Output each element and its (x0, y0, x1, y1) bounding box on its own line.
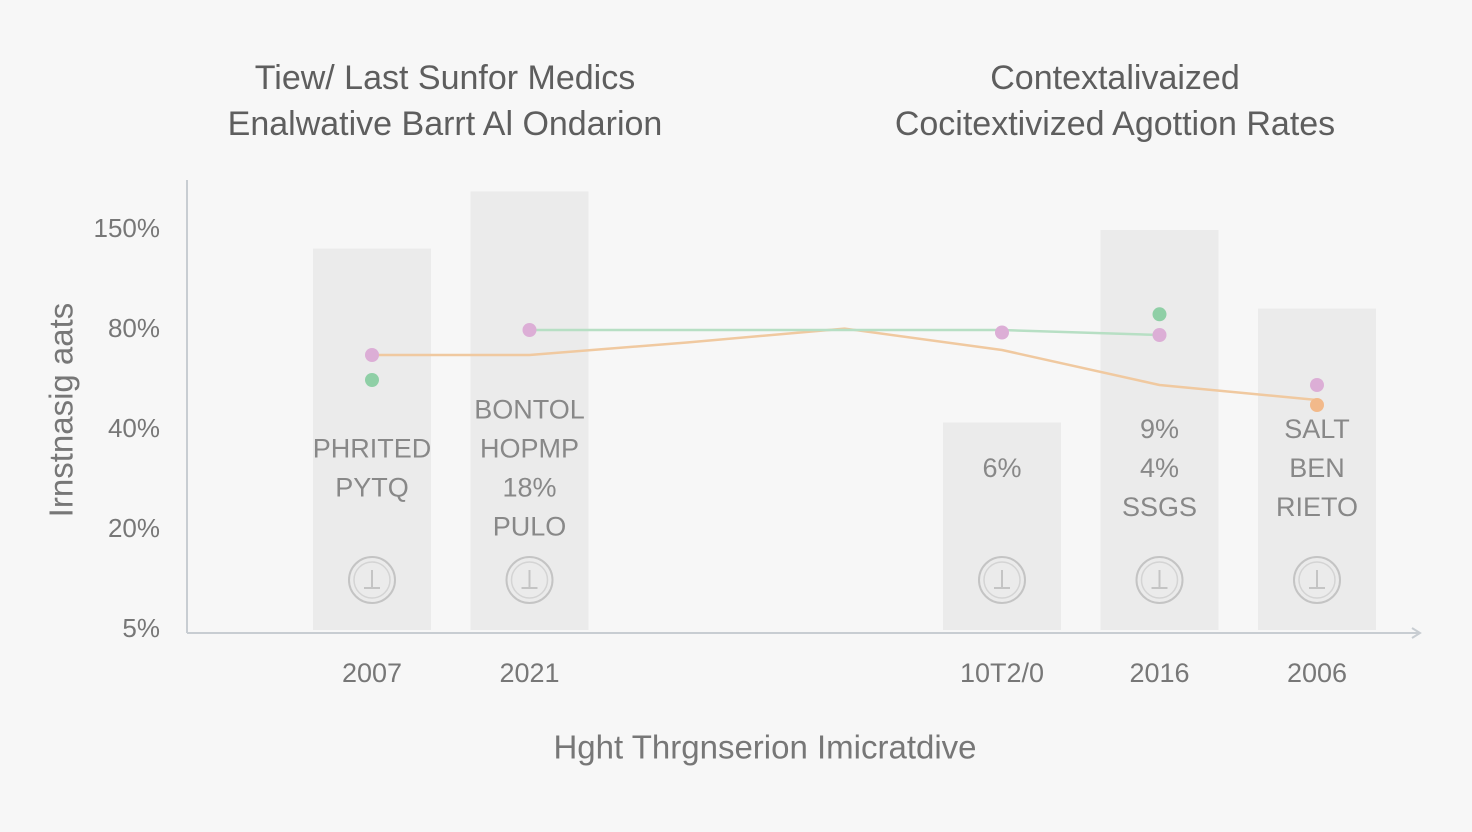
series-point (522, 323, 537, 337)
series-point (995, 325, 1009, 340)
bar-annotation: BEN (1289, 453, 1345, 483)
x-tick-label: 2007 (342, 658, 402, 688)
series-point (1310, 398, 1324, 412)
bar-annotation: HOPMP (480, 434, 579, 464)
chart-title: Enalwative Barrt Al Ondarion (228, 105, 663, 143)
chart-title: Tiew/ Last Sunfor Medics (255, 59, 635, 97)
bar-annotation: PYTQ (335, 473, 409, 503)
bar-annotation: 6% (982, 453, 1021, 483)
bar-annotation: 9% (1140, 414, 1179, 444)
y-tick-label: 80% (108, 313, 160, 343)
bar-icon (1293, 556, 1341, 604)
bar-annotation: 18% (502, 473, 556, 503)
bar-icon (983, 561, 1021, 599)
y-tick-label: 5% (122, 613, 160, 643)
bar-annotation: SSGS (1122, 492, 1197, 522)
y-axis-title: Irnstnasig aats (43, 303, 80, 518)
bar (943, 422, 1061, 630)
bar-icon (1309, 570, 1325, 589)
series-line (529, 328, 1160, 337)
x-axis-title: Hght Thrgnserion Imicratdive (553, 729, 976, 766)
y-tick-label: 150% (94, 213, 161, 243)
bar-icon (1140, 561, 1179, 599)
bar-icon (521, 570, 538, 589)
bar-icon (353, 561, 391, 599)
y-tick-label: 40% (108, 413, 160, 443)
bar-annotation: BONTOL (474, 395, 585, 425)
axis-arrow (1411, 627, 1422, 639)
y-tick-label: 20% (108, 513, 160, 543)
bar (313, 248, 431, 631)
series-point (365, 348, 379, 362)
bar-annotation: PULO (493, 512, 567, 542)
x-tick-label: 2016 (1129, 658, 1189, 688)
series-point (1152, 307, 1167, 322)
bar-icon (994, 570, 1010, 589)
series-point (1152, 328, 1167, 342)
bar-annotation: PHRITED (313, 434, 432, 464)
series-line (372, 327, 1318, 402)
bar (1100, 230, 1219, 630)
bar-annotation: SALT (1284, 414, 1350, 444)
bar-icon (505, 556, 554, 604)
x-tick-label: 10T2/0 (960, 658, 1044, 688)
series-point (365, 373, 379, 387)
bar-icon (1298, 561, 1336, 599)
bar-icon (978, 556, 1026, 604)
series-point (1310, 378, 1324, 392)
bar-icon (1151, 570, 1168, 589)
chart-title: Contextalivaized (990, 59, 1239, 97)
bar-annotation: 4% (1140, 453, 1179, 483)
bar-icon (364, 570, 380, 589)
chart-title: Cocitextivized Agottion Rates (895, 105, 1335, 143)
x-tick-label: 2006 (1287, 658, 1347, 688)
x-tick-label: 2021 (499, 658, 559, 688)
bar-icon (1135, 556, 1184, 604)
bar-icon (510, 561, 549, 599)
bar-icon (348, 556, 396, 604)
bar-annotation: RIETO (1276, 492, 1358, 522)
